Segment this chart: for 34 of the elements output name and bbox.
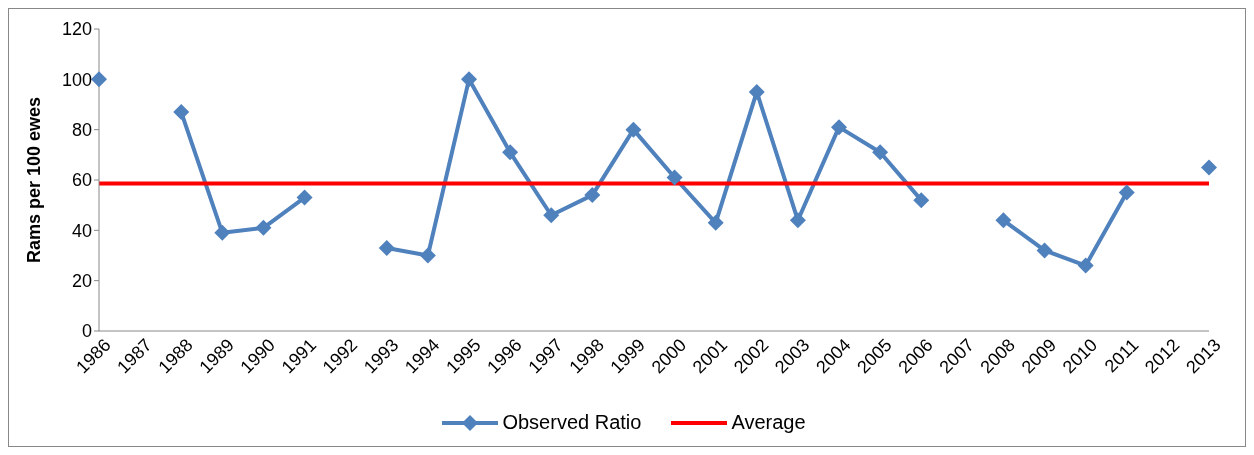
point	[173, 104, 190, 121]
y-tick-label: 20	[71, 271, 92, 292]
point	[831, 119, 847, 136]
point	[214, 224, 231, 241]
y-tick-label: 100	[61, 69, 92, 90]
point	[1077, 257, 1094, 274]
point	[748, 83, 765, 100]
point	[543, 207, 560, 224]
point	[789, 212, 806, 229]
y-tick-label: 120	[61, 19, 92, 40]
point	[1036, 242, 1053, 259]
y-tick-label: 60	[71, 170, 92, 191]
point	[995, 212, 1012, 229]
point	[255, 219, 272, 236]
point	[1118, 184, 1135, 201]
point	[584, 187, 601, 204]
point	[461, 71, 477, 88]
y-tick-label: 80	[71, 120, 92, 141]
y-tick-label: 40	[71, 220, 92, 241]
y-tick-label: 0	[81, 321, 92, 342]
point	[707, 214, 724, 231]
legend-label: Observed Ratio	[502, 411, 642, 434]
point	[913, 192, 930, 209]
point	[666, 169, 683, 186]
y-axis-title: Rams per 100 ewes	[24, 96, 45, 264]
point	[296, 189, 313, 206]
point	[91, 71, 107, 88]
point	[419, 247, 436, 264]
point	[378, 239, 395, 256]
point	[1201, 159, 1217, 176]
legend-label: Average	[731, 411, 806, 434]
point	[502, 144, 519, 161]
point	[625, 121, 642, 138]
point	[872, 144, 889, 161]
